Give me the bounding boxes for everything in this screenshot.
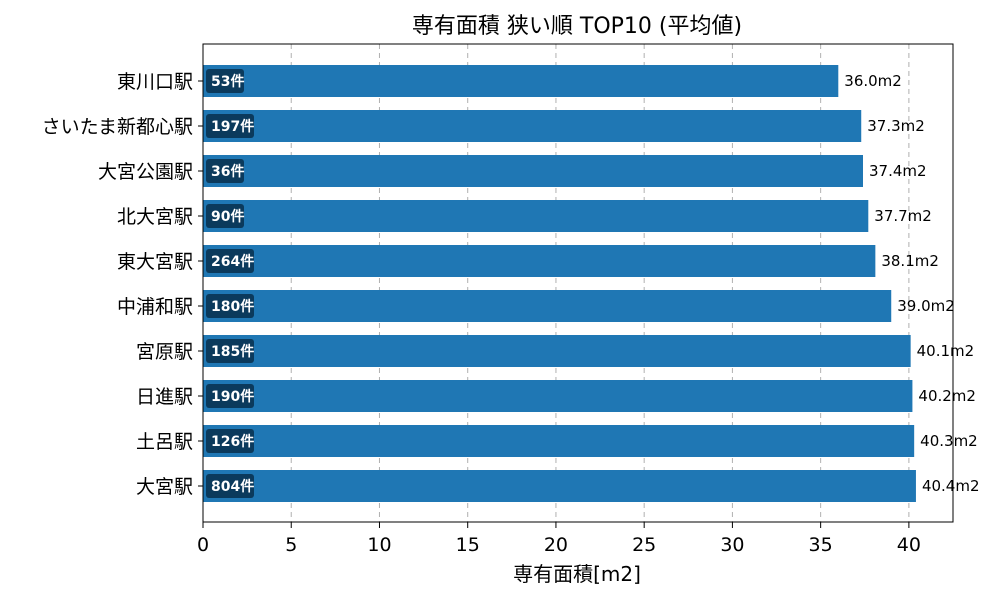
count-label: 185件 [211, 343, 254, 360]
bar [203, 65, 839, 97]
bar [203, 245, 876, 277]
chart-title: 専有面積 狭い順 TOP10 (平均値) [412, 14, 742, 39]
count-label: 264件 [211, 253, 254, 270]
x-axis-label: 専有面積[m2] [513, 562, 641, 586]
value-label: 40.2m2 [918, 387, 976, 405]
x-tick-label: 20 [544, 534, 568, 556]
x-tick-label: 15 [456, 534, 480, 556]
count-badge [206, 384, 254, 408]
value-label: 40.1m2 [917, 342, 975, 360]
bar [203, 290, 892, 322]
value-label: 37.3m2 [867, 117, 925, 135]
count-badge [206, 69, 244, 93]
count-label: 180件 [211, 298, 254, 315]
y-category-label: 日進駅 [136, 386, 193, 408]
value-label: 39.0m2 [897, 297, 955, 315]
value-label: 36.0m2 [844, 72, 902, 90]
count-badge [206, 114, 254, 138]
count-badge [206, 294, 254, 318]
x-tick-label: 40 [897, 534, 921, 556]
bar [203, 110, 862, 142]
bar [203, 470, 916, 502]
count-badges-group: 53件 197件 36件 90件 264件 180件 185件 190件 126件 804件 [206, 69, 254, 498]
y-category-label: 東大宮駅 [117, 251, 193, 273]
x-tick-label: 10 [367, 534, 391, 556]
y-category-label: 土呂駅 [136, 431, 193, 453]
y-category-label: 中浦和駅 [117, 296, 193, 318]
count-label: 197件 [211, 118, 254, 135]
count-label: 190件 [211, 388, 254, 405]
count-badge [206, 204, 244, 228]
bars-group [203, 65, 916, 502]
y-category-label: 東川口駅 [117, 71, 193, 93]
y-category-label: 北大宮駅 [117, 206, 193, 228]
y-category-label: 大宮駅 [136, 476, 193, 498]
bar [203, 425, 915, 457]
count-label: 126件 [211, 433, 254, 450]
value-labels-group: 36.0m2 37.3m2 37.4m2 37.7m2 38.1m2 39.0m2 40.1… [844, 72, 979, 495]
count-label: 53件 [211, 73, 244, 90]
count-badge [206, 249, 254, 273]
y-category-label: さいたま新都心駅 [42, 116, 193, 138]
y-axis-labels: 東川口駅さいたま新都心駅大宮公園駅北大宮駅東大宮駅中浦和駅宮原駅日進駅土呂駅大宮… [42, 71, 203, 498]
plot-frame [202, 43, 954, 523]
bar [203, 380, 913, 412]
y-category-label: 宮原駅 [136, 341, 193, 363]
x-tick-label: 35 [809, 534, 833, 556]
x-tick-label: 0 [197, 534, 209, 556]
count-label: 36件 [211, 163, 244, 180]
value-label: 37.7m2 [874, 207, 932, 225]
value-label: 40.3m2 [920, 432, 978, 450]
bar [203, 335, 911, 367]
value-label: 37.4m2 [869, 162, 927, 180]
count-badge [206, 429, 254, 453]
x-tick-label: 5 [285, 534, 297, 556]
count-label: 90件 [211, 208, 244, 225]
x-axis-ticks: 0 5 10 15 20 25 30 35 40 [197, 522, 921, 556]
count-badge [206, 339, 254, 363]
bar [203, 200, 869, 232]
value-label: 38.1m2 [881, 252, 939, 270]
count-badge [206, 474, 254, 498]
count-label: 804件 [211, 478, 254, 495]
value-label: 40.4m2 [922, 477, 980, 495]
x-tick-label: 30 [720, 534, 744, 556]
y-category-label: 大宮公園駅 [98, 161, 193, 183]
count-badge [206, 159, 244, 183]
x-tick-label: 25 [632, 534, 656, 556]
bar [203, 155, 863, 187]
